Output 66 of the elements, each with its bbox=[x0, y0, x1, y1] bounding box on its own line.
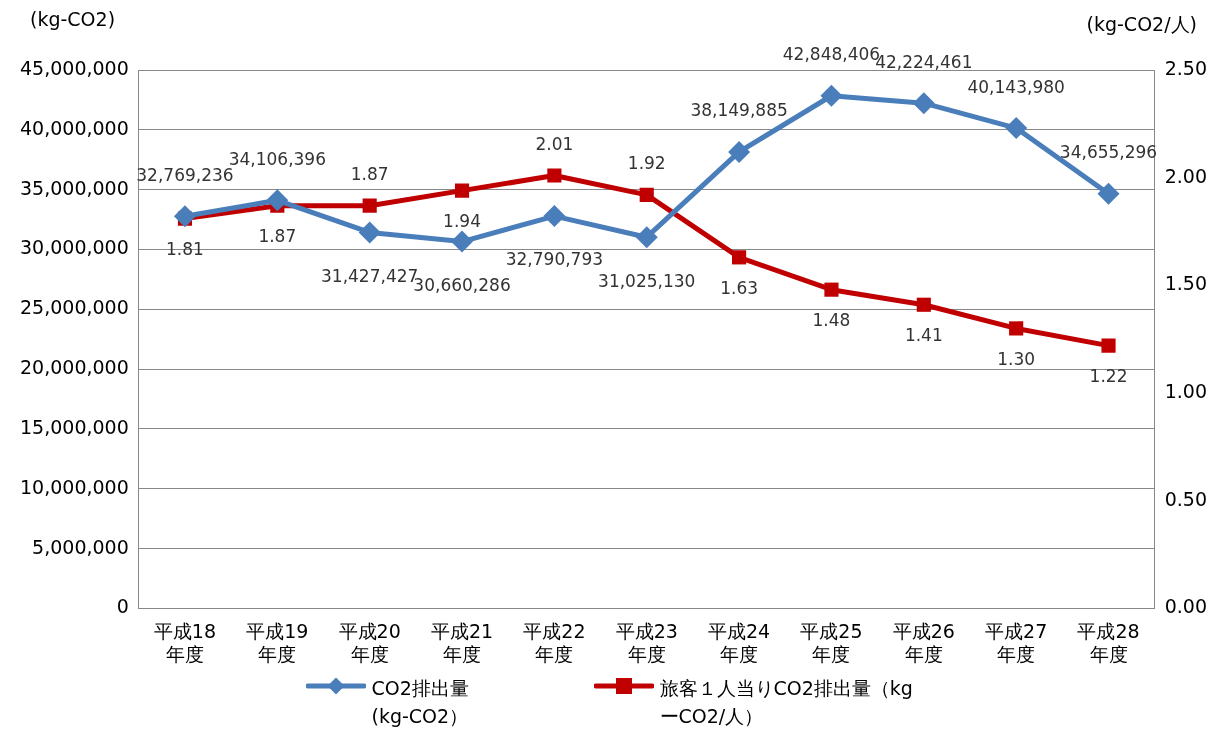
point bbox=[820, 84, 843, 107]
point bbox=[266, 189, 289, 212]
point bbox=[358, 221, 381, 244]
data-label: 1.48 bbox=[812, 310, 851, 331]
point bbox=[639, 187, 654, 202]
point bbox=[635, 226, 658, 249]
point bbox=[543, 205, 566, 228]
x-tick-label: 平成21 年度 bbox=[430, 619, 494, 665]
data-label: 31,025,130 bbox=[598, 270, 696, 291]
data-label: 40,143,980 bbox=[967, 76, 1065, 97]
data-label: 2.01 bbox=[535, 133, 574, 154]
legend-label: CO2排出量(kg-CO2） bbox=[371, 676, 470, 729]
y-tick-label: 30,000,000 bbox=[19, 236, 129, 259]
data-label: 1.30 bbox=[997, 348, 1036, 369]
data-label: 1.63 bbox=[720, 277, 759, 298]
x-tick-label: 平成24 年度 bbox=[708, 619, 771, 665]
data-label: 1.92 bbox=[627, 153, 666, 174]
x-tick-label: 平成20 年度 bbox=[338, 619, 401, 665]
data-label: 1.87 bbox=[350, 164, 389, 185]
data-label: 32,790,793 bbox=[505, 249, 604, 270]
x-tick-label: 平成28 年度 bbox=[1077, 619, 1140, 665]
point bbox=[173, 205, 196, 228]
point bbox=[728, 140, 751, 163]
x-tick-label: 平成19 年度 bbox=[246, 619, 309, 665]
point bbox=[824, 282, 839, 297]
point bbox=[912, 92, 935, 115]
point bbox=[547, 168, 562, 183]
point bbox=[732, 250, 747, 265]
x-tick-label: 平成26 年度 bbox=[892, 619, 955, 665]
data-label: 38,149,885 bbox=[690, 100, 788, 121]
point bbox=[454, 183, 470, 198]
y-tick-label: 10,000,000 bbox=[19, 475, 129, 498]
y-tick-label: 5,000,000 bbox=[32, 535, 129, 558]
x-tick-label: 平成23 年度 bbox=[615, 619, 678, 665]
y2-tick-label: 2.50 bbox=[1164, 56, 1208, 79]
point bbox=[1009, 321, 1024, 336]
y-axis-title: (kg-CO2) bbox=[30, 8, 116, 30]
point bbox=[1097, 182, 1120, 205]
point bbox=[1005, 117, 1028, 140]
data-label: 1.94 bbox=[443, 211, 481, 232]
y-tick-label: 45,000,000 bbox=[19, 56, 129, 79]
x-tick-label: 平成25 年度 bbox=[800, 619, 863, 665]
y-tick-label: 0 bbox=[116, 595, 129, 618]
y2-tick-label: 0.50 bbox=[1164, 487, 1208, 510]
data-label: 34,106,396 bbox=[228, 148, 326, 169]
point bbox=[1101, 338, 1116, 353]
x-tick-label: 平成27 年度 bbox=[985, 619, 1048, 665]
point bbox=[916, 297, 931, 312]
y2-tick-label: 0.00 bbox=[1164, 595, 1208, 618]
x-tick-label: 平成22 年度 bbox=[523, 619, 586, 665]
point bbox=[362, 198, 377, 213]
y2-tick-label: 2.00 bbox=[1164, 164, 1208, 187]
data-label: 1.22 bbox=[1089, 366, 1128, 387]
y-tick-label: 25,000,000 bbox=[19, 296, 129, 319]
y2-tick-label: 1.00 bbox=[1164, 379, 1208, 402]
y-tick-label: 35,000,000 bbox=[19, 176, 129, 199]
legend-label: 旅客１人当りCO2排出量（kgーCO2/人） bbox=[659, 676, 914, 729]
point bbox=[451, 230, 474, 253]
x-tick-label: 平成18 年度 bbox=[153, 619, 217, 665]
y-tick-label: 20,000,000 bbox=[19, 356, 129, 379]
data-label: 1.87 bbox=[258, 226, 297, 247]
y-tick-label: 15,000,000 bbox=[19, 415, 129, 438]
y2-axis-title: (kg-CO2/人) bbox=[1086, 12, 1197, 37]
data-label: 1.41 bbox=[904, 325, 943, 346]
y2-tick-label: 1.50 bbox=[1164, 272, 1208, 295]
y-tick-label: 40,000,000 bbox=[19, 116, 129, 139]
